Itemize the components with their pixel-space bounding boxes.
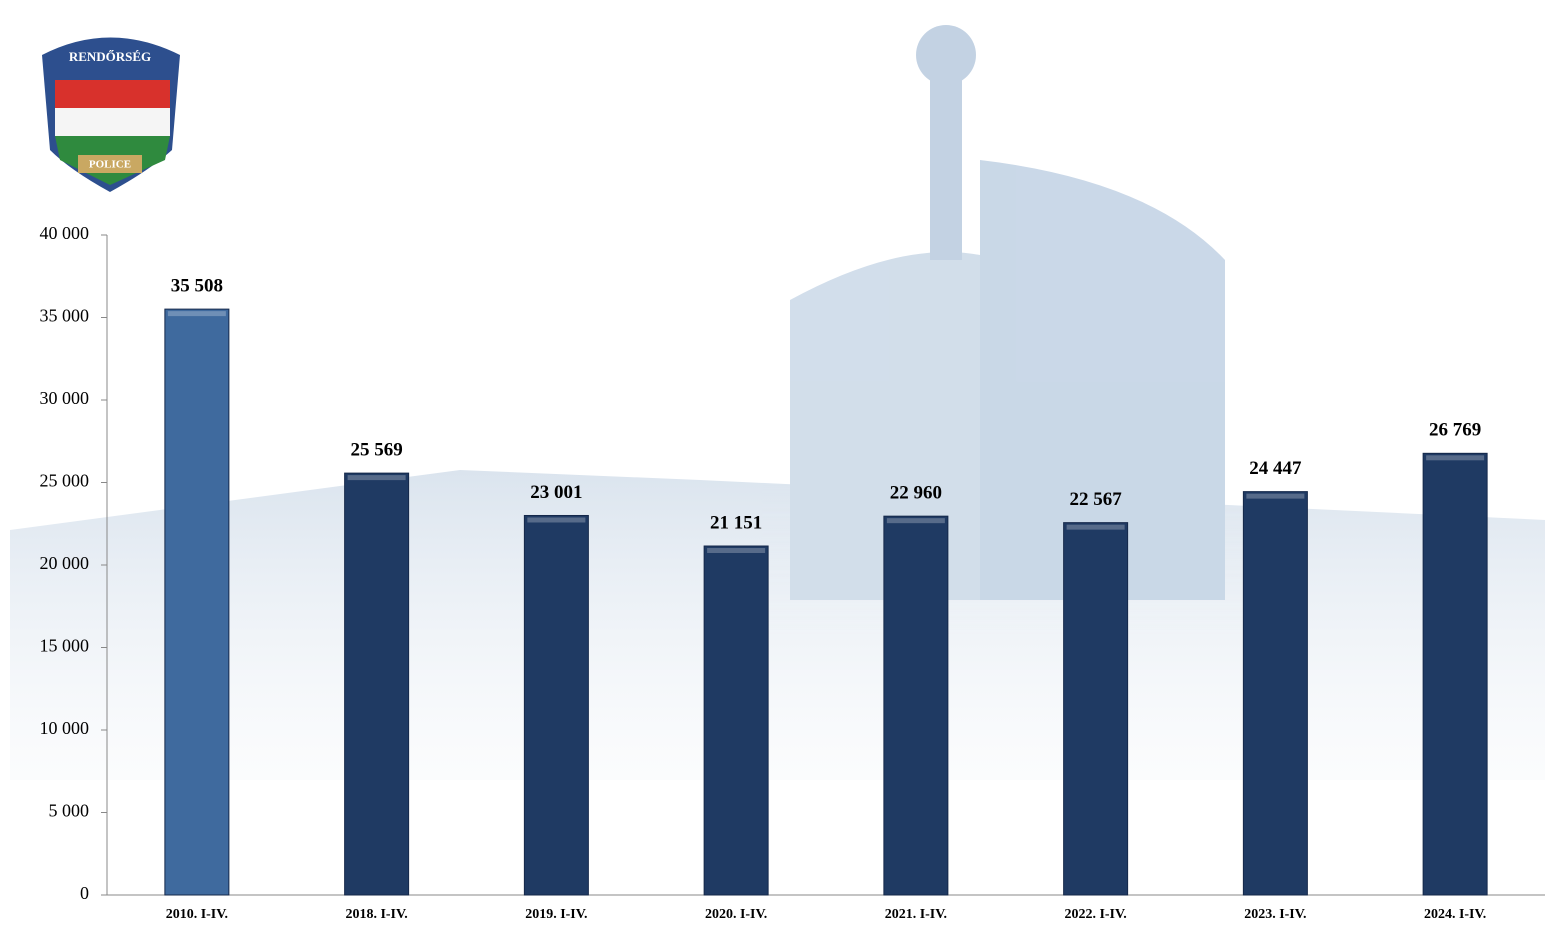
logo: RENDŐRSÉG POLICE (42, 37, 180, 192)
bar-highlight (1426, 455, 1485, 461)
value-label: 22 567 (1070, 489, 1123, 510)
logo-top-text: RENDŐRSÉG (69, 49, 151, 64)
y-tick-label: 20 000 (40, 553, 90, 573)
x-tick-label: 2018. I-IV. (345, 907, 407, 922)
value-label: 25 569 (351, 439, 403, 460)
x-tick-label: 2024. I-IV. (1424, 907, 1486, 922)
bar-highlight (886, 518, 945, 524)
y-tick-label: 40 000 (40, 223, 90, 243)
y-tick-label: 30 000 (40, 388, 90, 408)
y-tick-label: 0 (80, 883, 89, 903)
bar (883, 515, 949, 896)
x-tick-label: 2020. I-IV. (705, 907, 767, 922)
x-tick-label: 2010. I-IV. (166, 907, 228, 922)
bar (164, 308, 230, 896)
x-tick-label: 2021. I-IV. (885, 907, 947, 922)
value-label: 23 001 (530, 482, 582, 503)
bar-highlight (527, 517, 586, 523)
bar (1242, 491, 1308, 896)
background-building (10, 25, 1545, 780)
bar-highlight (1066, 524, 1125, 530)
value-label: 21 151 (710, 512, 762, 533)
y-tick-label: 5 000 (49, 801, 90, 821)
bar-highlight (347, 475, 406, 481)
value-label: 35 508 (171, 275, 223, 296)
bar-highlight (707, 548, 766, 554)
bar-highlight (1246, 493, 1305, 499)
y-tick-label: 15 000 (40, 636, 90, 656)
value-label: 26 769 (1429, 420, 1481, 441)
bar-highlight (167, 311, 226, 317)
x-tick-label: 2022. I-IV. (1064, 907, 1126, 922)
value-label: 22 960 (890, 483, 942, 504)
y-tick-label: 10 000 (40, 718, 90, 738)
y-tick-label: 35 000 (40, 306, 90, 326)
x-tick-label: 2023. I-IV. (1244, 907, 1306, 922)
x-tick-label: 2019. I-IV. (525, 907, 587, 922)
bar (344, 472, 410, 896)
logo-bottom-text: POLICE (89, 159, 131, 171)
y-tick-label: 25 000 (40, 471, 90, 491)
value-label: 24 447 (1249, 458, 1302, 479)
bar (1063, 522, 1129, 896)
bar (1422, 452, 1488, 896)
bar (523, 514, 589, 896)
bar (703, 545, 769, 896)
